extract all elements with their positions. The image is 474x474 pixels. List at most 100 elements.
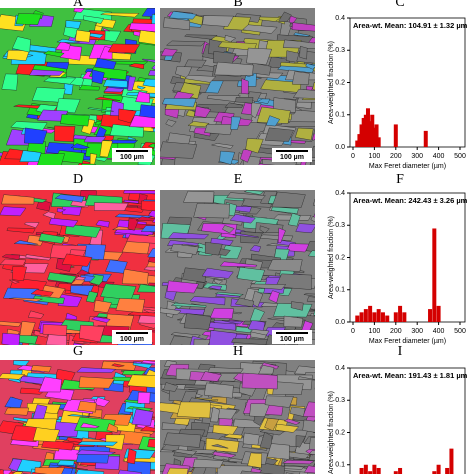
- grain: [19, 387, 47, 395]
- grain: [142, 58, 155, 63]
- grain: [240, 231, 263, 244]
- x-tick-label: 200: [390, 328, 402, 335]
- y-axis-label: Area-weighted fraction (%): [328, 216, 335, 299]
- grain: [89, 153, 98, 165]
- y-tick-label: 0.4: [335, 190, 345, 197]
- bar: [372, 127, 377, 147]
- micrograph: [0, 190, 155, 345]
- grain: [11, 266, 27, 282]
- grain: [48, 217, 79, 228]
- x-tick-label: 200: [390, 153, 402, 160]
- grain: [115, 298, 145, 313]
- grain: [38, 376, 62, 393]
- chart-title: Area-wt. Mean: 191.43 ± 1.81 µm: [353, 371, 468, 380]
- bar: [445, 467, 450, 474]
- grain: [302, 401, 315, 418]
- grain: [147, 439, 155, 448]
- grain: [148, 210, 155, 218]
- grain: [70, 342, 86, 345]
- panel-label: A: [73, 0, 84, 10]
- y-tick-label: 0.4: [335, 15, 345, 22]
- bar: [374, 124, 379, 147]
- grain: [1, 332, 20, 345]
- bar: [398, 467, 403, 474]
- panel-label: D: [73, 172, 83, 187]
- grain: [165, 119, 177, 127]
- grain: [279, 61, 313, 68]
- grain: [265, 115, 281, 127]
- chart-title: Area-wt. Mean: 104.91 ± 1.32 µm: [353, 21, 468, 30]
- grain: [54, 194, 85, 203]
- grain: [37, 153, 65, 165]
- grain: [126, 448, 137, 465]
- grain: [153, 143, 155, 152]
- grain: [241, 78, 249, 95]
- bar: [393, 471, 398, 474]
- grain: [211, 451, 237, 458]
- grain: [70, 143, 91, 150]
- grain: [3, 469, 13, 474]
- micrograph: [160, 190, 315, 345]
- grain: [138, 29, 155, 45]
- grain: [140, 360, 155, 365]
- grain: [250, 102, 262, 119]
- grain: [12, 36, 31, 53]
- grain: [13, 240, 39, 245]
- grain: [24, 418, 58, 431]
- bar: [436, 305, 441, 322]
- grain: [4, 407, 30, 416]
- grain: [0, 258, 27, 266]
- bar: [365, 108, 370, 147]
- grain: [204, 124, 234, 136]
- grain: [142, 78, 155, 88]
- grain: [283, 418, 301, 425]
- grain: [46, 61, 70, 70]
- grain: [302, 419, 315, 433]
- grain: [163, 17, 191, 31]
- bar: [368, 471, 373, 474]
- grain: [9, 297, 43, 302]
- grain: [313, 214, 315, 218]
- y-tick-label: 0.1: [335, 287, 345, 294]
- grain: [9, 279, 21, 284]
- x-tick-label: 0: [351, 153, 355, 160]
- grain: [93, 299, 112, 313]
- grain: [94, 96, 121, 101]
- grain: [160, 377, 197, 386]
- bar: [363, 464, 368, 474]
- grain: [127, 217, 139, 231]
- grain: [222, 225, 235, 234]
- grain: [219, 150, 235, 165]
- y-tick-label: 0.3: [335, 47, 345, 54]
- micrograph: [0, 8, 155, 165]
- grain: [81, 163, 96, 165]
- scale-bar-label: 100 µm: [120, 154, 144, 161]
- grain: [295, 435, 306, 448]
- grain: [205, 437, 240, 453]
- grain: [268, 290, 280, 304]
- bar: [363, 309, 368, 322]
- grain: [73, 8, 85, 13]
- grain: [295, 223, 315, 234]
- y-tick-label: 0.2: [335, 429, 345, 436]
- grain: [56, 459, 75, 466]
- grain: [210, 406, 220, 423]
- grain: [79, 324, 105, 343]
- grain: [27, 310, 45, 319]
- grain: [42, 324, 68, 337]
- grain: [314, 387, 315, 390]
- grain: [126, 234, 155, 244]
- grain: [34, 467, 65, 474]
- scale-bar-label: 100 µm: [120, 336, 144, 343]
- grain: [209, 308, 234, 319]
- grain: [203, 382, 234, 399]
- bar: [361, 117, 366, 147]
- bar: [432, 228, 437, 322]
- x-tick-label: 400: [433, 328, 445, 335]
- grain: [266, 443, 290, 460]
- grain: [264, 395, 294, 408]
- y-tick-label: 0.1: [335, 112, 345, 119]
- bar: [376, 309, 381, 322]
- grain: [224, 34, 237, 43]
- plot-frame: [349, 192, 466, 323]
